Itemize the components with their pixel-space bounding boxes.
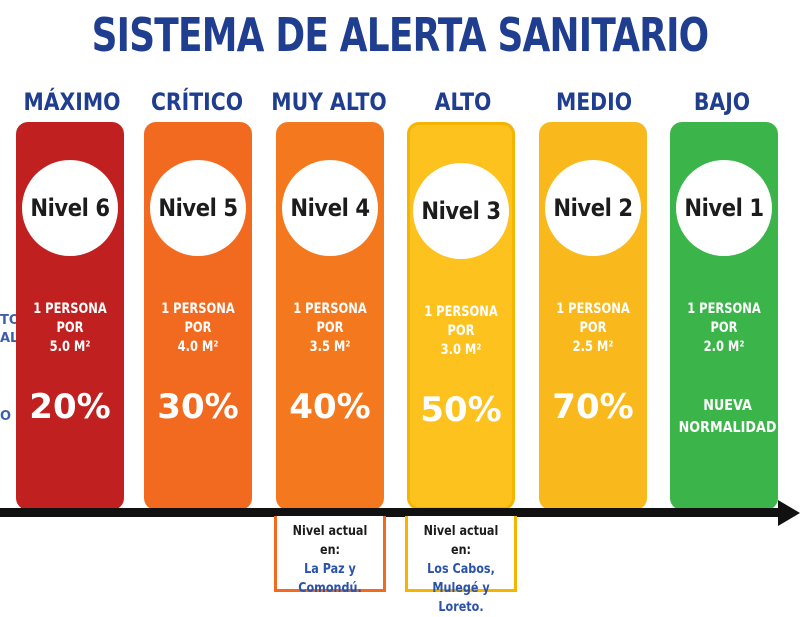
edge-label-capacity-2: AL: [0, 331, 19, 346]
arrow-right-icon: [778, 500, 800, 526]
level-name-alto: ALTO: [434, 88, 492, 116]
capacity-text: 1 PERSONA POR 2.0 M²: [687, 301, 761, 355]
page-title: SISTEMA DE ALERTA SANITARIO: [91, 8, 710, 62]
level-card-3: Nivel 3 1 PERSONA POR 3.0 M² 50%: [407, 122, 515, 510]
edge-label-capacity-1: TO: [0, 313, 20, 328]
current-level-note-3: Nivel actual en: Los Cabos, Mulegé y Lor…: [405, 516, 517, 615]
percent-text: 40%: [289, 387, 371, 427]
level-name-bajo: BAJO: [693, 88, 751, 116]
level-badge: Nivel 4: [282, 160, 378, 256]
scale-arrow-line: [0, 508, 780, 517]
percent-text: 50%: [420, 390, 502, 430]
percent-text: 20%: [29, 387, 111, 427]
percent-text: NUEVA NORMALIDAD: [678, 396, 777, 436]
level-name-medio: MEDIO: [555, 88, 633, 116]
capacity-text: 1 PERSONA POR 4.0 M²: [161, 301, 235, 355]
level-card-5: Nivel 5 1 PERSONA POR 4.0 M² 30%: [144, 122, 252, 510]
level-card-2: Nivel 2 1 PERSONA POR 2.5 M² 70%: [539, 122, 647, 510]
level-card-6: Nivel 6 1 PERSONA POR 5.0 M² 20%: [16, 122, 124, 510]
note-locations: La Paz y Comondú.: [298, 562, 362, 596]
percent-text: 70%: [552, 387, 634, 427]
note-title: Nivel actual en:: [423, 524, 499, 558]
note-locations: Los Cabos, Mulegé y Loreto.: [427, 562, 495, 615]
level-name-muy-alto: MUY ALTO: [271, 88, 387, 116]
capacity-text: 1 PERSONA POR 3.0 M²: [424, 304, 498, 358]
level-badge: Nivel 5: [150, 160, 246, 256]
percent-text: 30%: [157, 387, 239, 427]
level-badge: Nivel 6: [22, 160, 118, 256]
capacity-text: 1 PERSONA POR 3.5 M²: [293, 301, 367, 355]
level-card-4: Nivel 4 1 PERSONA POR 3.5 M² 40%: [276, 122, 384, 510]
level-badge: Nivel 2: [545, 160, 641, 256]
edge-label-percent: O: [0, 409, 12, 424]
current-level-note-4: Nivel actual en: La Paz y Comondú.: [274, 516, 386, 596]
level-card-1: Nivel 1 1 PERSONA POR 2.0 M² NUEVA NORMA…: [670, 122, 778, 510]
note-title: Nivel actual en:: [292, 524, 368, 558]
level-name-critico: CRÍTICO: [150, 88, 244, 116]
capacity-text: 1 PERSONA POR 2.5 M²: [556, 301, 630, 355]
level-badge: Nivel 3: [413, 163, 509, 259]
level-name-maximo: MÁXIMO: [23, 88, 121, 116]
level-badge: Nivel 1: [676, 160, 772, 256]
capacity-text: 1 PERSONA POR 5.0 M²: [33, 301, 107, 355]
